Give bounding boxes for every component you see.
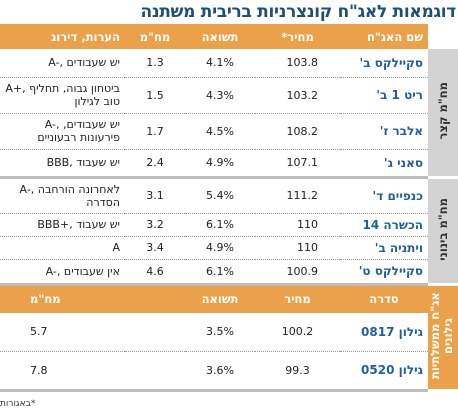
cell: 1.5	[125, 77, 185, 114]
gov-header-cell: מח"מ	[0, 284, 185, 313]
cell: 3.1	[125, 177, 185, 214]
title: דוגמאות לאג"ח קונצרניות בריבית משתנה	[140, 2, 456, 22]
cell: 6.1%	[185, 259, 255, 286]
gov-row: גילון 0520 99.3 3.6% 7.8	[0, 351, 458, 392]
cell: 103.2	[255, 77, 340, 114]
cell: 107.1	[255, 149, 340, 179]
cell: 3.4	[125, 236, 185, 260]
group-label: מח"מ קצר	[435, 82, 450, 140]
cell: A-, יש שעבודים	[0, 49, 125, 78]
cell: 3.6%	[185, 351, 255, 392]
header-cell: תשואה	[185, 24, 255, 49]
group-label: מח"מ בינוני	[435, 197, 450, 261]
cell: ריט 1 ב'	[340, 77, 428, 114]
data-row: מח"מ בינוני כנפיים ד' 111.2 5.4% 3.1 A-, לאחר…	[0, 177, 458, 286]
cell: 1.3	[125, 49, 185, 78]
cell: גילון 0817	[340, 312, 428, 352]
cell: 7.8	[0, 351, 185, 392]
cell: 99.3	[255, 351, 340, 392]
bonds-table: שם האג"ח מחיר* תשואה מח"מ הערות, דירוג מח"מ ק…	[0, 24, 458, 392]
gov-header-row: אג"ח ממשלתיות גילונים סדרה מחיר תשואה מח"מ	[0, 284, 458, 392]
data-row: מח"מ קצר סקיילקס ב' 103.8 4.1% 1.3 A-, יש שעב…	[0, 49, 458, 179]
cell: A-, לאחרונה הורחבה הסדרה	[0, 177, 125, 214]
cell: 3.5%	[185, 312, 255, 352]
data-row: הכשרה 14 110 6.1% 3.2 BBB+, יש שעבוד	[0, 213, 458, 237]
cell: 111.2	[255, 177, 340, 214]
cell: 5.4%	[185, 177, 255, 214]
cell: גילון 0520	[340, 351, 428, 392]
group-cell: אג"ח ממשלתיות גילונים	[428, 284, 458, 392]
cell: 110	[255, 213, 340, 237]
cell: אלבר ז'	[340, 113, 428, 150]
header-cell: מחיר*	[255, 24, 340, 49]
cell: סקיילקס ט'	[340, 259, 428, 286]
group-label: אג"ח ממשלתיות גילונים	[428, 292, 455, 379]
cell: BBB, יש שעבוד	[0, 149, 125, 179]
cell: 4.9%	[185, 149, 255, 179]
cell: A-, אין שעבודים	[0, 259, 125, 286]
cell: A+, ביטחון גבוה, תחליף טוב לגילון	[0, 77, 125, 114]
cell: 110	[255, 236, 340, 260]
footnote: *באגורות	[0, 399, 36, 409]
cell: 1.7	[125, 113, 185, 150]
data-row: אלבר ז' 108.2 4.5% 1.7 A-, יש שעבודים, פירעו…	[0, 113, 458, 150]
gov-header-cell: מחיר	[255, 284, 340, 313]
cell: 5.7	[0, 312, 185, 352]
data-row: סאני ג' 107.1 4.9% 2.4 BBB, יש שעבוד	[0, 149, 458, 179]
cell: 100.9	[255, 259, 340, 286]
cell: A-, יש שעבודים, פירעונות רבעוניים	[0, 113, 125, 150]
cell: 2.4	[125, 149, 185, 179]
cell: 4.6	[125, 259, 185, 286]
cell: 4.5%	[185, 113, 255, 150]
gov-header-cell: סדרה	[340, 284, 428, 313]
cell: כנפיים ד'	[340, 177, 428, 214]
cell: 108.2	[255, 113, 340, 150]
header-cell: מח"מ	[125, 24, 185, 49]
cell: ויתניה ב'	[340, 236, 428, 260]
data-row: ויתניה ב' 110 4.9% 3.4 A	[0, 236, 458, 260]
cell: 3.2	[125, 213, 185, 237]
cell: 4.1%	[185, 49, 255, 78]
cell: סאני ג'	[340, 149, 428, 179]
cell: הכשרה 14	[340, 213, 428, 237]
cell: 6.1%	[185, 213, 255, 237]
data-row: ריט 1 ב' 103.2 4.3% 1.5 A+, ביטחון גבוה, תחל…	[0, 77, 458, 114]
gov-header-cell: תשואה	[185, 284, 255, 313]
group-cell: מח"מ בינוני	[428, 177, 458, 286]
cell: סקיילקס ב'	[340, 49, 428, 78]
cell: BBB+, יש שעבוד	[0, 213, 125, 237]
cell: 100.2	[255, 312, 340, 352]
data-row: סקיילקס ט' 100.9 6.1% 4.6 A-, אין שעבודים	[0, 259, 458, 286]
cell: 103.8	[255, 49, 340, 78]
header-row: שם האג"ח מחיר* תשואה מח"מ הערות, דירוג	[0, 24, 458, 49]
cell: A	[0, 236, 125, 260]
cell: 4.9%	[185, 236, 255, 260]
group-cell: מח"מ קצר	[428, 49, 458, 179]
header-cell	[428, 24, 458, 49]
cell: 4.3%	[185, 77, 255, 114]
header-cell: הערות, דירוג	[0, 24, 125, 49]
gov-row: גילון 0817 100.2 3.5% 5.7	[0, 312, 458, 352]
header-cell: שם האג"ח	[340, 24, 428, 49]
